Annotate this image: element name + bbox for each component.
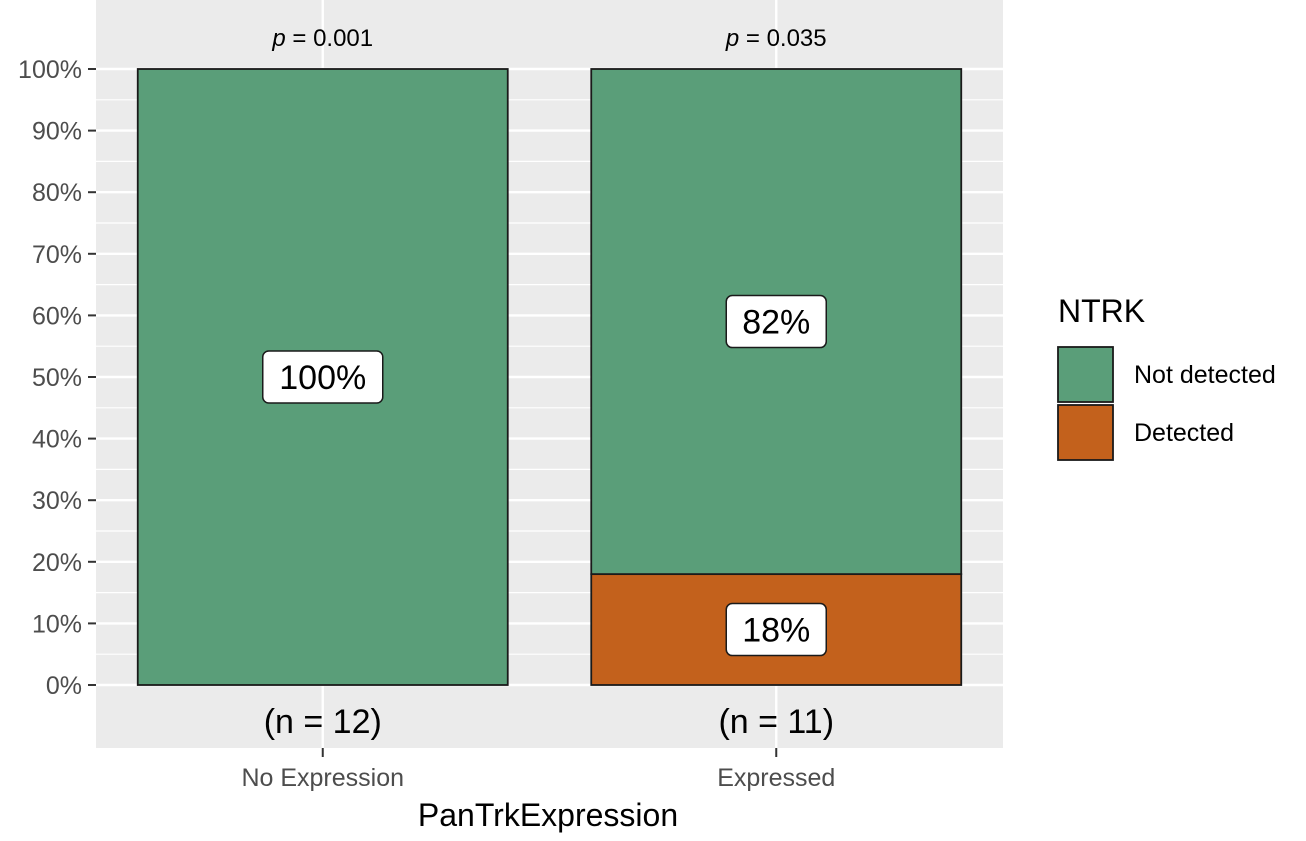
bar-value-label-box bbox=[262, 350, 384, 404]
y-tick-label: 30% bbox=[32, 487, 82, 515]
y-tick-label: 80% bbox=[32, 179, 82, 207]
x-tick-label: Expressed bbox=[717, 764, 835, 792]
y-tick-label: 100% bbox=[18, 56, 82, 84]
bar-value-label-box bbox=[725, 602, 827, 657]
legend-title: NTRK bbox=[1058, 293, 1145, 329]
y-tick-label: 50% bbox=[32, 364, 82, 392]
y-axis: 0% 10% 20% 30% 40% 50% 60% 70% 80% 90% 100% bbox=[18, 56, 96, 700]
legend: NTRK Not detected Detected bbox=[1057, 293, 1276, 461]
legend-label: Detected bbox=[1134, 419, 1234, 447]
bar-value-label-text: 18% bbox=[742, 612, 810, 650]
bars bbox=[136, 68, 963, 686]
sample-size-labels: (n = 12) (n = 11) bbox=[264, 703, 834, 741]
bar-value-label: 100% bbox=[262, 350, 384, 404]
y-tick-label: 20% bbox=[32, 549, 82, 577]
bar-value-label-box bbox=[725, 294, 827, 349]
x-axis: No Expression Expressed bbox=[241, 748, 835, 792]
y-tick-label: 10% bbox=[32, 610, 82, 638]
p-value-label: p = 0.035 bbox=[725, 25, 827, 52]
bar-value-label-text: 82% bbox=[742, 304, 810, 342]
y-tick-label: 90% bbox=[32, 118, 82, 146]
legend-key-not-detected bbox=[1057, 346, 1114, 403]
bar-detected-expressed bbox=[590, 573, 963, 686]
x-tick-label: No Expression bbox=[241, 764, 404, 792]
legend-key-detected bbox=[1057, 404, 1114, 461]
sample-size-label: (n = 12) bbox=[264, 703, 382, 741]
y-tick-label: 70% bbox=[32, 241, 82, 269]
sample-size-label: (n = 11) bbox=[718, 703, 834, 741]
x-axis-title: PanTrkExpression bbox=[418, 797, 678, 833]
y-tick-label: 0% bbox=[46, 672, 82, 700]
bar-value-label: 18% bbox=[725, 602, 827, 657]
bar-value-labels: 100% 82% 18% bbox=[262, 294, 827, 657]
legend-label: Not detected bbox=[1134, 361, 1276, 389]
y-tick-label: 40% bbox=[32, 426, 82, 454]
y-tick-label: 60% bbox=[32, 302, 82, 330]
p-value-labels: p = 0.001 p = 0.035 bbox=[271, 25, 826, 52]
bar-value-label: 82% bbox=[725, 294, 827, 349]
p-value-label: p = 0.001 bbox=[271, 25, 373, 52]
bar-value-label-text: 100% bbox=[279, 359, 366, 397]
